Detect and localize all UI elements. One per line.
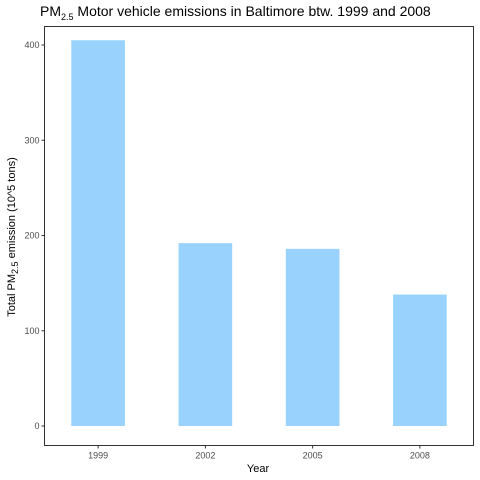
chart-title-subscript: 2.5: [61, 11, 74, 22]
y-tick-label: 100: [24, 326, 39, 336]
x-tick-label: 2005: [303, 451, 323, 461]
y-tick-label: 300: [24, 135, 39, 145]
bar-2005: [285, 248, 340, 426]
chart-title-prefix: PM: [40, 3, 61, 19]
bar-2008: [393, 294, 447, 426]
x-tick-label: 2002: [195, 451, 215, 461]
x-axis-label: Year: [246, 463, 270, 475]
y-axis: 0 100 200 300 400: [24, 40, 45, 431]
y-tick-label: 200: [24, 231, 39, 241]
x-axis: 1999 2002 2005 2008: [88, 445, 430, 461]
bars-group: [71, 40, 447, 427]
bar-2002: [178, 243, 233, 426]
chart-title: PM2.5 Motor vehicle emissions in Baltimo…: [40, 3, 431, 22]
chart-title-suffix: Motor vehicle emissions in Baltimore btw…: [73, 3, 431, 19]
bar-1999: [71, 40, 125, 427]
x-tick-label: 1999: [88, 451, 108, 461]
y-tick-label: 0: [34, 421, 39, 431]
x-tick-label: 2008: [410, 451, 430, 461]
y-tick-label: 400: [24, 40, 39, 50]
